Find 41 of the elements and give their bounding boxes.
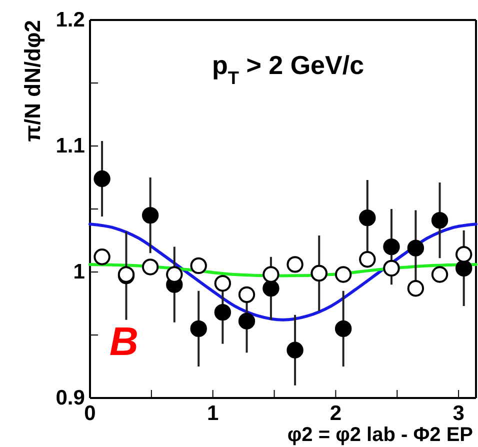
point: [431, 212, 448, 229]
point: [383, 238, 400, 256]
x-tick-label: 3: [452, 402, 464, 425]
annotation: p$_{T}$ > 2 GeV/c: [212, 50, 364, 88]
y-axis-title: π/N dN/dφ2: [20, 20, 45, 142]
point: [286, 256, 304, 273]
point: [286, 342, 304, 358]
point: [262, 280, 280, 297]
y-tick-label: 1.2: [56, 8, 85, 32]
y-tick-label: 1: [73, 260, 86, 284]
x-tick-label: 1: [207, 402, 220, 425]
y-tick-label: 1.1: [56, 134, 86, 158]
point: [334, 320, 352, 338]
point: [455, 246, 472, 263]
x-tick-label: 2: [330, 402, 342, 425]
point: [238, 286, 256, 304]
point: [383, 260, 400, 277]
y-tick-label: 0.9: [56, 386, 85, 410]
point: [190, 257, 207, 274]
line-series: [88, 262, 478, 278]
x-axis-title: φ2 = φ2 lab - Φ2 EP: [287, 424, 473, 446]
point: [94, 170, 110, 188]
point: [94, 248, 110, 266]
point: [166, 266, 183, 283]
line-series: [88, 222, 478, 322]
point: [214, 304, 232, 321]
point: [262, 266, 280, 283]
point: [455, 260, 472, 277]
point: [431, 266, 448, 283]
point: [359, 251, 376, 268]
point: [142, 206, 159, 224]
point: [238, 312, 256, 330]
x-tick-label: 0: [84, 402, 96, 425]
point: [407, 240, 424, 256]
point: [407, 280, 424, 297]
point: [334, 266, 352, 283]
annotation: B: [110, 320, 138, 364]
point: [214, 275, 232, 292]
point: [359, 209, 376, 226]
point: [190, 320, 207, 338]
point: [142, 258, 159, 276]
